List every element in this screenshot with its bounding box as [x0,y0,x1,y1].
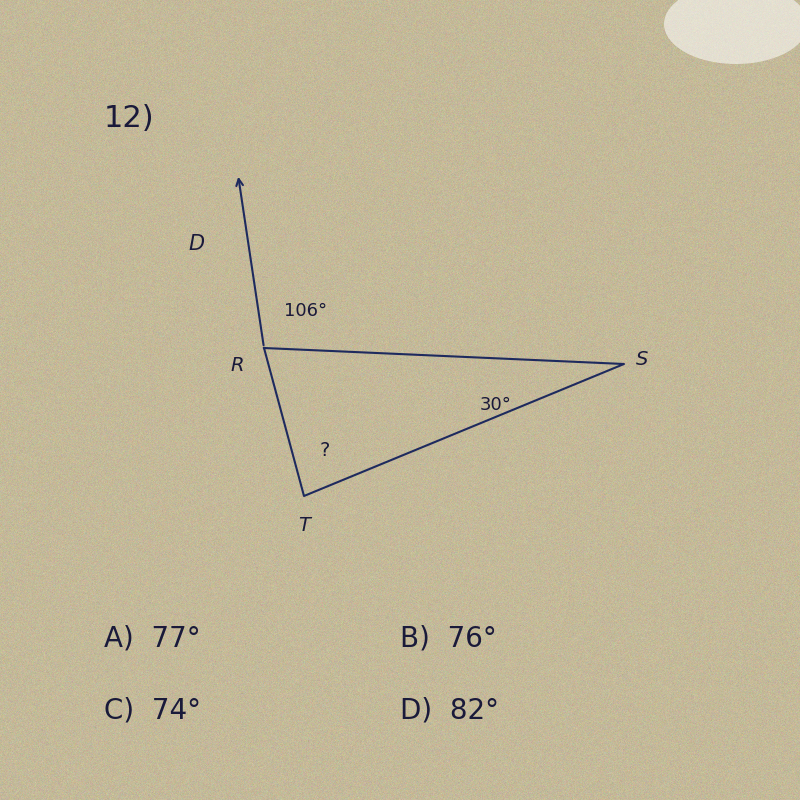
Text: T: T [298,516,310,535]
Text: ?: ? [320,441,330,460]
Text: D)  82°: D) 82° [400,696,499,724]
Text: C)  74°: C) 74° [104,696,201,724]
Text: 106°: 106° [284,302,327,320]
Text: B)  76°: B) 76° [400,624,497,652]
Ellipse shape [664,0,800,64]
Text: A)  77°: A) 77° [104,624,201,652]
Text: 30°: 30° [480,396,512,414]
Text: R: R [230,356,244,375]
Text: 12): 12) [104,104,154,133]
Text: S: S [636,350,648,370]
Text: D: D [188,234,204,254]
